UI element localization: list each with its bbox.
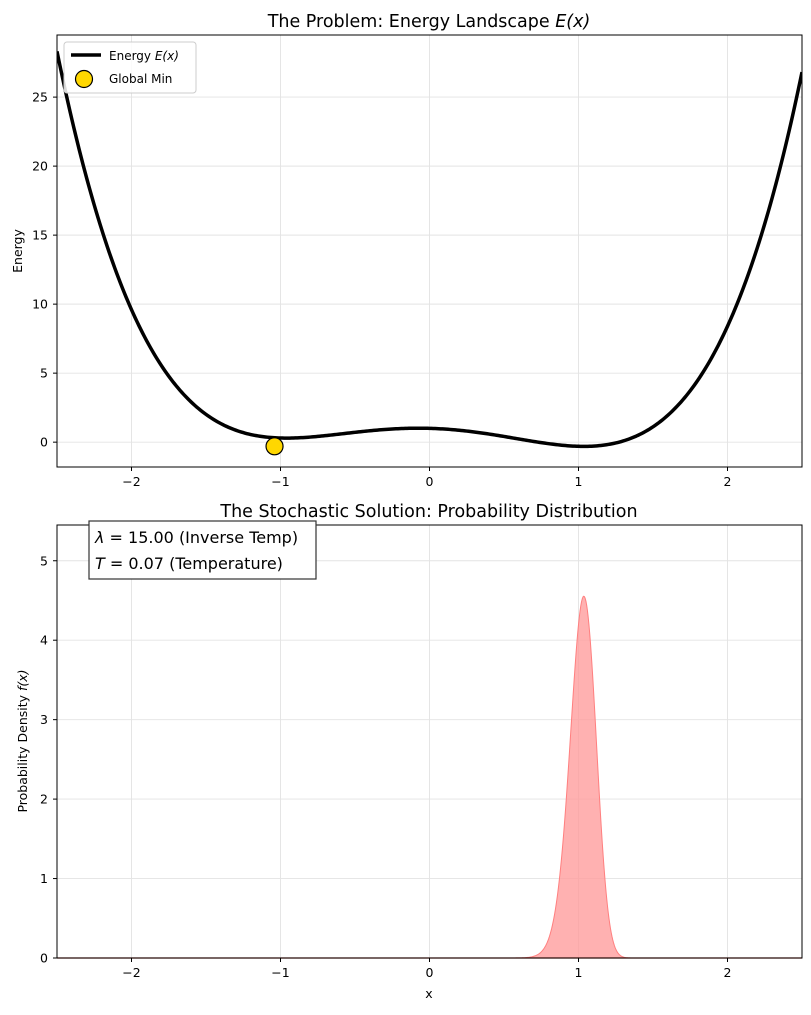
x-tick-label: 1	[575, 474, 583, 489]
energy-grid	[57, 35, 802, 467]
x-tick-label: 0	[426, 474, 434, 489]
probability-plot: The Stochastic Solution: Probability Dis…	[15, 502, 803, 1001]
y-tick-label: 5	[40, 553, 48, 568]
energy-legend: Energy E(x) Global Min	[63, 41, 197, 94]
probability-x-axis-label: x	[425, 986, 432, 1001]
y-tick-label: 5	[40, 366, 48, 381]
energy-curve	[57, 51, 802, 449]
annotation-temperature: T = 0.07 (Temperature)	[95, 554, 283, 573]
y-tick-label: 4	[40, 633, 48, 648]
probability-grid	[57, 525, 802, 959]
x-tick-label: −2	[122, 474, 140, 489]
y-tick-label: 25	[32, 90, 48, 105]
x-tick-label: 1	[575, 965, 583, 980]
legend-global-min-swatch	[74, 69, 94, 89]
energy-plot: The Problem: Energy Landscape E(x) −2 −1 0…	[10, 12, 803, 489]
y-tick-label: 0	[40, 951, 48, 966]
y-tick-label: 2	[40, 792, 48, 807]
y-tick-label: 3	[40, 712, 48, 727]
energy-x-ticks: −2 −1 0 1 2	[122, 467, 731, 489]
annotation-box	[88, 520, 317, 580]
annotation-lambda: λ = 15.00 (Inverse Temp)	[94, 528, 298, 547]
x-tick-label: 2	[724, 965, 732, 980]
legend-energy-label: Energy E(x)	[109, 49, 179, 63]
y-tick-label: 20	[32, 159, 48, 174]
x-tick-label: −2	[122, 965, 140, 980]
parameter-annotation: λ = 15.00 (Inverse Temp) T = 0.07 (Tempe…	[88, 520, 317, 580]
x-tick-label: 2	[724, 474, 732, 489]
probability-y-axis-label: Probability Density f(x)	[15, 669, 30, 812]
energy-y-ticks: 0 5 10 15 20 25	[32, 90, 57, 450]
y-tick-label: 10	[32, 297, 48, 312]
y-tick-label: 0	[40, 435, 48, 450]
legend-global-min-label: Global Min	[109, 72, 172, 86]
x-tick-label: −1	[271, 474, 289, 489]
x-tick-label: −1	[271, 965, 289, 980]
probability-x-ticks: −2 −1 0 1 2	[122, 958, 731, 980]
energy-y-axis-label: Energy	[10, 229, 25, 273]
probability-y-ticks: 0 1 2 3 4 5	[40, 553, 57, 966]
y-tick-label: 1	[40, 871, 48, 886]
probability-plot-title: The Stochastic Solution: Probability Dis…	[219, 502, 637, 522]
energy-plot-title: The Problem: Energy Landscape E(x)	[267, 12, 591, 32]
y-tick-label: 15	[32, 228, 48, 243]
global-min-marker	[265, 437, 284, 456]
x-tick-label: 0	[426, 965, 434, 980]
